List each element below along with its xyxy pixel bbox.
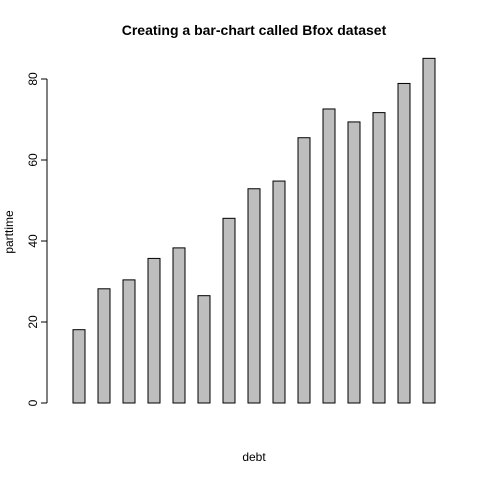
y-tick-label-80: 80 bbox=[26, 72, 40, 86]
bar-11 bbox=[322, 108, 336, 404]
bar-3 bbox=[122, 279, 136, 404]
bar-7 bbox=[222, 217, 236, 404]
bar-6 bbox=[197, 295, 211, 404]
y-tick-label-40: 40 bbox=[26, 234, 40, 248]
y-axis: 0 20 40 60 80 bbox=[26, 72, 48, 406]
bar-2 bbox=[97, 288, 111, 404]
y-tick-label-0: 0 bbox=[26, 399, 40, 406]
y-axis-label: parttime bbox=[2, 210, 16, 254]
x-axis-label: debt bbox=[242, 450, 266, 464]
bar-12 bbox=[347, 121, 361, 404]
bar-4 bbox=[147, 257, 161, 404]
bar-14 bbox=[397, 82, 411, 404]
y-tick-label-20: 20 bbox=[26, 315, 40, 329]
y-tick-label-60: 60 bbox=[26, 153, 40, 167]
bar-5 bbox=[172, 247, 186, 404]
bar-13 bbox=[372, 112, 386, 404]
bars-group bbox=[72, 57, 436, 404]
bar-15 bbox=[422, 57, 436, 404]
chart-title: Creating a bar-chart called Bfox dataset bbox=[122, 22, 387, 38]
bar-10 bbox=[297, 137, 311, 404]
bar-8 bbox=[247, 188, 261, 404]
bar-9 bbox=[272, 180, 286, 404]
bar-1 bbox=[72, 329, 86, 404]
